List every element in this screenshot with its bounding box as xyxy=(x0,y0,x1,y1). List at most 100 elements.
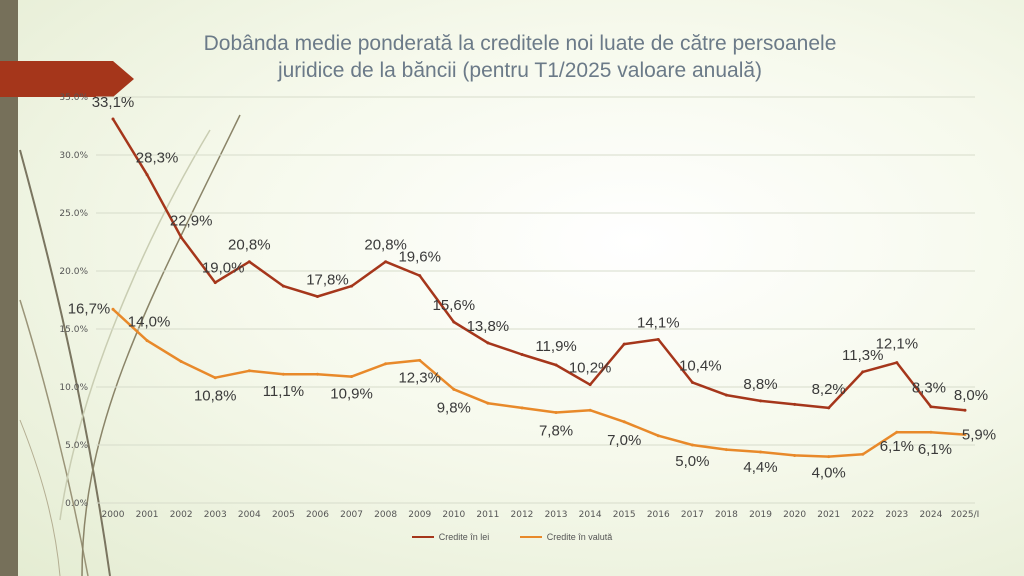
data-label-lei: 11,9% xyxy=(535,338,576,355)
decorative-curve xyxy=(59,129,211,521)
data-point-lei xyxy=(315,295,319,299)
data-point-lei xyxy=(281,284,285,288)
x-tick-label: 2018 xyxy=(715,510,738,520)
data-point-valuta xyxy=(520,406,524,410)
data-point-lei xyxy=(247,260,251,264)
x-tick-label: 2013 xyxy=(545,510,568,520)
data-label-valuta: 4,4% xyxy=(743,459,777,476)
data-label-lei: 19,0% xyxy=(202,260,245,277)
left-accent-bar xyxy=(0,0,18,576)
data-label-valuta: 6,1% xyxy=(918,441,952,458)
x-tick-label: 2000 xyxy=(102,510,125,520)
data-label-lei: 20,8% xyxy=(364,237,407,254)
data-point-lei xyxy=(554,363,558,367)
data-label-lei: 13,8% xyxy=(467,318,510,335)
data-label-lei: 8,3% xyxy=(912,380,946,397)
data-point-valuta xyxy=(350,375,354,379)
data-point-valuta xyxy=(861,452,865,456)
data-label-lei: 15,6% xyxy=(433,297,476,314)
decorative-curve xyxy=(19,299,89,576)
legend-swatch-lei xyxy=(411,536,434,538)
series-line-lei xyxy=(111,118,966,412)
x-tick-label: 2021 xyxy=(817,510,840,520)
y-tick-label: 35.0% xyxy=(59,93,88,103)
data-point-valuta xyxy=(145,339,149,343)
x-tick-label: 2004 xyxy=(238,510,261,520)
legend-label-valuta: Credite în valută xyxy=(546,532,613,542)
data-label-valuta: 7,0% xyxy=(607,432,641,449)
data-label-valuta: 14,0% xyxy=(128,314,171,331)
x-tick-label: 2022 xyxy=(851,510,874,520)
x-tick-label: 2024 xyxy=(919,510,942,520)
data-label-valuta: 9,8% xyxy=(437,399,471,416)
data-label-lei: 33,1% xyxy=(92,94,135,111)
data-point-lei xyxy=(622,342,626,346)
x-tick-label: 2009 xyxy=(408,510,431,520)
title-line-1: Dobânda medie ponderată la creditele noi… xyxy=(203,32,837,55)
data-point-valuta xyxy=(929,430,933,434)
data-point-valuta xyxy=(827,455,831,459)
data-point-valuta xyxy=(554,411,558,415)
y-tick-label: 0.0% xyxy=(65,499,88,509)
data-label-valuta: 4,0% xyxy=(812,465,846,482)
series-line-valuta xyxy=(112,308,966,458)
data-point-valuta xyxy=(418,358,422,362)
data-point-valuta xyxy=(111,307,115,311)
data-point-valuta xyxy=(690,443,694,447)
data-point-lei xyxy=(861,370,865,374)
y-tick-label: 30.0% xyxy=(59,151,88,161)
data-point-lei xyxy=(895,361,899,365)
data-point-valuta xyxy=(588,408,592,412)
x-tick-label: 2017 xyxy=(681,510,704,520)
legend: Credite în lei Credite în valută xyxy=(0,530,1024,542)
data-point-valuta xyxy=(452,387,456,391)
data-label-lei: 12,1% xyxy=(876,336,919,353)
data-point-lei xyxy=(793,402,797,406)
gridlines xyxy=(96,96,975,504)
data-label-lei: 8,8% xyxy=(743,376,777,393)
y-tick-label: 20.0% xyxy=(59,267,88,277)
data-label-lei: 10,2% xyxy=(569,360,612,377)
data-label-lei: 14,1% xyxy=(637,314,680,331)
data-label-lei: 8,0% xyxy=(954,387,988,404)
data-point-valuta xyxy=(315,372,319,376)
x-tick-label: 2005 xyxy=(272,510,295,520)
data-point-valuta xyxy=(281,372,285,376)
legend-swatch-valuta xyxy=(519,536,542,538)
data-point-lei xyxy=(690,380,694,384)
data-point-valuta xyxy=(895,430,899,434)
data-point-lei xyxy=(929,405,933,409)
x-tick-label: 2014 xyxy=(579,510,602,520)
data-label-valuta: 16,7% xyxy=(68,300,111,317)
x-axis: 2000 2001 2002 2003 2004 2005 2006 2007 2008 2009… xyxy=(102,510,980,520)
y-tick-label: 5.0% xyxy=(65,441,88,451)
y-tick-label: 10.0% xyxy=(59,383,88,393)
x-tick-label: 2002 xyxy=(170,510,193,520)
chart-title: Dobânda medie ponderată la creditele noi… xyxy=(120,30,920,84)
data-point-valuta xyxy=(213,376,217,380)
data-point-valuta xyxy=(622,420,626,424)
data-point-lei xyxy=(213,281,217,285)
x-tick-label: 2008 xyxy=(374,510,397,520)
x-tick-label: 2010 xyxy=(442,510,465,520)
data-label-valuta: 12,3% xyxy=(398,369,441,386)
legend-label-lei: Credite în lei xyxy=(438,532,490,542)
data-labels: 33,1%28,3%22,9%19,0%20,8%17,8%20,8%19,6%… xyxy=(68,94,996,482)
red-arrow-shape xyxy=(0,61,134,97)
x-tick-label: 2020 xyxy=(783,510,806,520)
data-label-lei: 28,3% xyxy=(136,150,179,167)
data-label-valuta: 5,0% xyxy=(675,453,709,470)
data-point-valuta xyxy=(486,401,490,405)
data-label-valuta: 6,1% xyxy=(880,438,914,455)
data-label-lei: 22,9% xyxy=(170,212,213,229)
data-point-lei xyxy=(724,393,728,397)
data-point-valuta xyxy=(793,453,797,457)
data-label-valuta: 7,8% xyxy=(539,423,573,440)
data-label-valuta: 10,8% xyxy=(194,388,237,405)
x-tick-label: 2011 xyxy=(476,510,499,520)
x-tick-label: 2001 xyxy=(136,510,159,520)
data-point-lei xyxy=(418,274,422,278)
data-label-valuta: 11,1% xyxy=(263,383,304,400)
data-label-lei: 17,8% xyxy=(306,272,349,289)
